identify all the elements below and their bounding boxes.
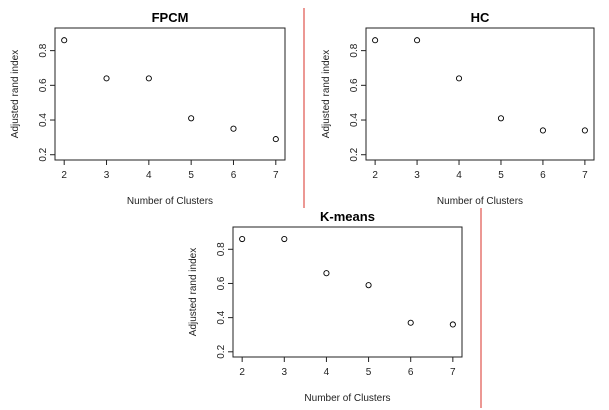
x-tick-label: 2 [372, 170, 378, 181]
data-point [372, 37, 379, 44]
data-point [145, 75, 152, 82]
chart-title: K-means [320, 209, 375, 224]
y-tick-label: 0.6 [349, 78, 360, 92]
y-tick-label: 0.2 [38, 147, 49, 161]
data-point [230, 125, 237, 132]
y-axis-label: Adjusted rand index [188, 248, 199, 336]
data-point [103, 75, 110, 82]
chart-title: FPCM [152, 10, 189, 25]
y-tick-label: 0.4 [38, 113, 49, 127]
x-tick-label: 3 [104, 170, 110, 181]
x-tick-label: 4 [146, 170, 152, 181]
y-tick-label: 0.6 [38, 78, 49, 92]
data-point [188, 115, 195, 122]
data-point [272, 136, 279, 143]
data-point [539, 127, 546, 134]
x-tick-label: 4 [456, 170, 462, 181]
data-point [581, 127, 588, 134]
x-tick-label: 7 [582, 170, 588, 181]
x-tick-label: 4 [324, 367, 330, 378]
y-axis-label: Adjusted rand index [10, 50, 21, 138]
x-axis-label: Number of Clusters [304, 393, 390, 404]
x-tick-label: 5 [498, 170, 504, 181]
y-tick-label: 0.2 [349, 147, 360, 161]
chart-title: HC [471, 10, 490, 25]
x-tick-label: 7 [273, 170, 279, 181]
x-axis-label: Number of Clusters [127, 196, 213, 207]
x-tick-label: 5 [366, 367, 372, 378]
data-point [449, 321, 456, 328]
y-tick-label: 0.8 [349, 43, 360, 57]
data-point [281, 235, 288, 243]
x-axis-label: Number of Clusters [437, 196, 523, 207]
data-point [365, 282, 372, 289]
plot-frame [232, 226, 463, 358]
scatter-panel: K-means 2 3 4 5 6 7 0.2 0.4 0.6 0.8 Number of Clust… [188, 209, 463, 404]
data-point [61, 37, 68, 44]
data-point [407, 319, 414, 326]
data-point [323, 270, 330, 277]
data-point [239, 235, 246, 243]
scatter-panel: FPCM 2 3 4 5 6 7 0.2 0.4 0.6 0.8 Number of Clusters… [10, 10, 286, 207]
x-tick-label: 3 [414, 170, 420, 181]
scatter-panel: HC 2 3 4 5 6 7 0.2 0.4 0.6 0.8 Number of Clusters Ad… [321, 10, 595, 207]
y-tick-label: 0.8 [38, 43, 49, 57]
data-point [497, 115, 505, 122]
y-tick-label: 0.4 [349, 113, 360, 127]
plot-frame [365, 27, 595, 161]
x-tick-label: 2 [239, 367, 245, 378]
y-tick-label: 0.4 [216, 310, 227, 324]
data-point [414, 37, 421, 44]
x-tick-label: 6 [540, 170, 546, 181]
x-tick-label: 3 [282, 367, 288, 378]
y-tick-label: 0.8 [216, 242, 227, 256]
x-tick-label: 6 [408, 367, 414, 378]
data-point [455, 75, 463, 82]
y-axis-label: Adjusted rand index [321, 50, 332, 138]
y-tick-label: 0.2 [216, 344, 227, 358]
x-tick-label: 6 [231, 170, 237, 181]
plot-frame [54, 27, 286, 161]
x-tick-label: 5 [188, 170, 194, 181]
x-tick-label: 7 [450, 367, 456, 378]
x-tick-label: 2 [61, 170, 67, 181]
y-tick-label: 0.6 [216, 276, 227, 290]
